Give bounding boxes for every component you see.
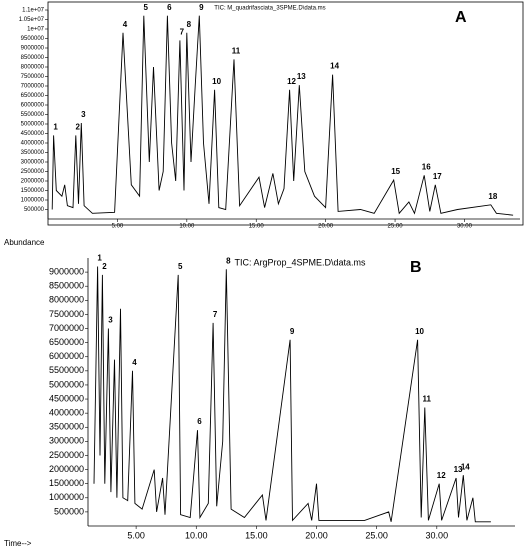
x-tick-label: 20.00: [318, 224, 334, 230]
peak-label: 13: [297, 72, 306, 81]
peak-label: 17: [433, 172, 442, 181]
y-tick-label: 1e+07: [27, 27, 45, 33]
y-tick-label: 5500000: [21, 112, 45, 118]
peak-label: 11: [232, 47, 241, 56]
y-tick-label: 5000000: [21, 122, 45, 128]
panel-label: A: [455, 9, 467, 26]
chart-title: TIC: M_quadrifasciata_3SPME.D\data.ms: [214, 6, 325, 12]
trace: [93, 266, 491, 523]
x-tick-label: 5.00: [127, 530, 145, 540]
y-tick-label: 2000000: [21, 179, 45, 185]
y-tick-label: 500000: [24, 207, 45, 213]
y-tick-label: 6000000: [49, 351, 84, 361]
panel-label: B: [410, 259, 422, 276]
peak-label: 9: [199, 3, 204, 12]
peak-label: 10: [415, 327, 424, 336]
y-tick-label: 1500000: [49, 478, 84, 488]
chart-title: TIC: ArgProp_4SPME.D\data.ms: [234, 257, 366, 267]
x-tick-label: 25.00: [388, 224, 404, 230]
y-tick-label: 8000000: [49, 295, 84, 305]
x-tick-label: 15.00: [245, 530, 268, 540]
y-tick-label: 7000000: [49, 323, 84, 333]
x-axis-label: Time-->: [4, 539, 32, 548]
y-tick-label: 2500000: [49, 450, 84, 460]
peak-label: 8: [187, 20, 192, 29]
peak-label: 14: [461, 462, 470, 471]
peak-label: 8: [226, 256, 231, 265]
peak-label: 1: [97, 254, 102, 263]
y-tick-label: 7000000: [21, 84, 45, 90]
x-tick-label: 5.00: [112, 224, 124, 230]
y-tick-label: 1.05e+07: [19, 17, 45, 23]
y-tick-label: 6500000: [49, 337, 84, 347]
peak-label: 12: [287, 77, 296, 86]
y-tick-label: 6500000: [21, 93, 45, 99]
y-tick-label: 5500000: [49, 365, 84, 375]
y-axis-label: Abundance: [4, 238, 45, 247]
peak-label: 1: [53, 123, 58, 132]
x-tick-label: 30.00: [457, 224, 473, 230]
peak-label: 7: [180, 28, 185, 37]
y-tick-label: 3000000: [21, 160, 45, 166]
y-tick-label: 4000000: [21, 141, 45, 147]
peak-label: 18: [488, 192, 497, 201]
y-tick-label: 8500000: [21, 55, 45, 61]
peak-label: 5: [144, 3, 149, 12]
y-tick-label: 1500000: [21, 188, 45, 194]
peak-label: 4: [123, 20, 128, 29]
y-tick-label: 3500000: [49, 422, 84, 432]
y-tick-label: 3500000: [21, 150, 45, 156]
y-tick-label: 6000000: [21, 103, 45, 109]
peak-label: 9: [290, 327, 295, 336]
y-tick-label: 9000000: [49, 266, 84, 276]
x-tick-label: 10.00: [185, 530, 208, 540]
y-tick-label: 4000000: [49, 408, 84, 418]
y-tick-label: 500000: [54, 506, 84, 516]
y-tick-label: 9000000: [21, 46, 45, 52]
x-tick-label: 25.00: [365, 530, 388, 540]
peak-label: 2: [76, 123, 81, 132]
y-tick-label: 4500000: [21, 131, 45, 137]
peak-label: 6: [167, 3, 172, 12]
y-tick-label: 1000000: [49, 492, 84, 502]
peak-label: 3: [108, 316, 113, 325]
peak-label: 10: [212, 77, 221, 86]
y-tick-label: 5000000: [49, 379, 84, 389]
y-tick-label: 4500000: [49, 393, 84, 403]
x-tick-label: 15.00: [249, 224, 265, 230]
y-tick-label: 8500000: [49, 281, 84, 291]
peak-label: 4: [132, 358, 137, 367]
peak-label: 15: [391, 167, 400, 176]
y-tick-label: 2000000: [49, 464, 84, 474]
peak-label: 12: [437, 471, 446, 480]
y-tick-label: 7500000: [49, 309, 84, 319]
x-tick-label: 10.00: [179, 224, 195, 230]
y-tick-label: 7500000: [21, 74, 45, 80]
y-tick-label: 2500000: [21, 169, 45, 175]
peak-label: 6: [197, 417, 202, 426]
y-tick-label: 1.1e+07: [22, 8, 45, 14]
trace: [51, 15, 514, 216]
peak-label: 3: [81, 110, 86, 119]
peak-label: 14: [330, 62, 339, 71]
y-tick-label: 1000000: [21, 198, 45, 204]
y-tick-label: 3000000: [49, 436, 84, 446]
y-tick-label: 8000000: [21, 65, 45, 71]
x-tick-label: 30.00: [426, 530, 449, 540]
y-tick-label: 9500000: [21, 36, 45, 42]
peak-label: 7: [213, 310, 218, 319]
peak-label: 2: [102, 262, 107, 271]
peak-label: 16: [422, 162, 431, 171]
peak-label: 13: [454, 465, 463, 474]
peak-label: 11: [423, 395, 432, 404]
peak-label: 5: [178, 262, 183, 271]
x-tick-label: 20.00: [305, 530, 328, 540]
